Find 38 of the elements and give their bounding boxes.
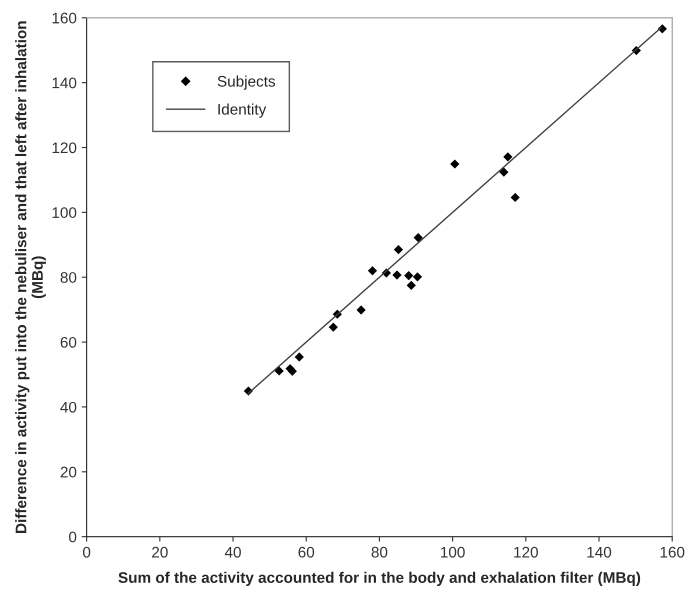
point — [356, 305, 366, 315]
y-tick-label: 40 — [60, 402, 76, 413]
point — [450, 159, 460, 169]
point — [414, 233, 423, 242]
y-axis-title: Difference in activity put into the nebuliser and that left after inhalation (MBq) — [15, 21, 46, 533]
x-tick-label: 100 — [441, 546, 465, 558]
point — [503, 152, 512, 162]
point — [404, 271, 414, 280]
point — [406, 280, 416, 290]
x-axis-title: Sum of the activity accounted for in the body and exhalation filter (MBq) — [118, 572, 640, 586]
point — [510, 192, 520, 202]
point — [368, 266, 378, 276]
point — [288, 366, 297, 376]
x-tick-label: 60 — [298, 546, 314, 558]
point — [392, 270, 402, 280]
legend-label: Identity — [218, 103, 266, 118]
x-tick-label: 40 — [224, 546, 241, 558]
x-tick-label: 20 — [152, 546, 168, 558]
y-tick-label: 140 — [52, 78, 76, 88]
point — [499, 168, 508, 177]
legend-label: Subjects — [218, 76, 276, 90]
y-tick-label: 60 — [60, 336, 76, 348]
y-tick-label: 100 — [52, 207, 76, 218]
x-tick-label: 140 — [587, 546, 612, 558]
y-tick-label: 80 — [60, 272, 76, 283]
x-tick-label: 80 — [372, 546, 388, 558]
x-tick-label: 160 — [660, 546, 684, 558]
point — [294, 352, 304, 362]
x-tick-label: 0 — [82, 546, 90, 558]
point — [394, 245, 404, 254]
y-tick-label: 120 — [52, 142, 76, 154]
y-tick-label: 160 — [52, 12, 76, 24]
point — [328, 322, 338, 332]
x-tick-label: 120 — [514, 546, 538, 558]
point — [412, 272, 422, 282]
point — [274, 366, 284, 376]
y-tick-label: 0 — [69, 532, 76, 542]
y-tick-label: 20 — [60, 466, 76, 478]
